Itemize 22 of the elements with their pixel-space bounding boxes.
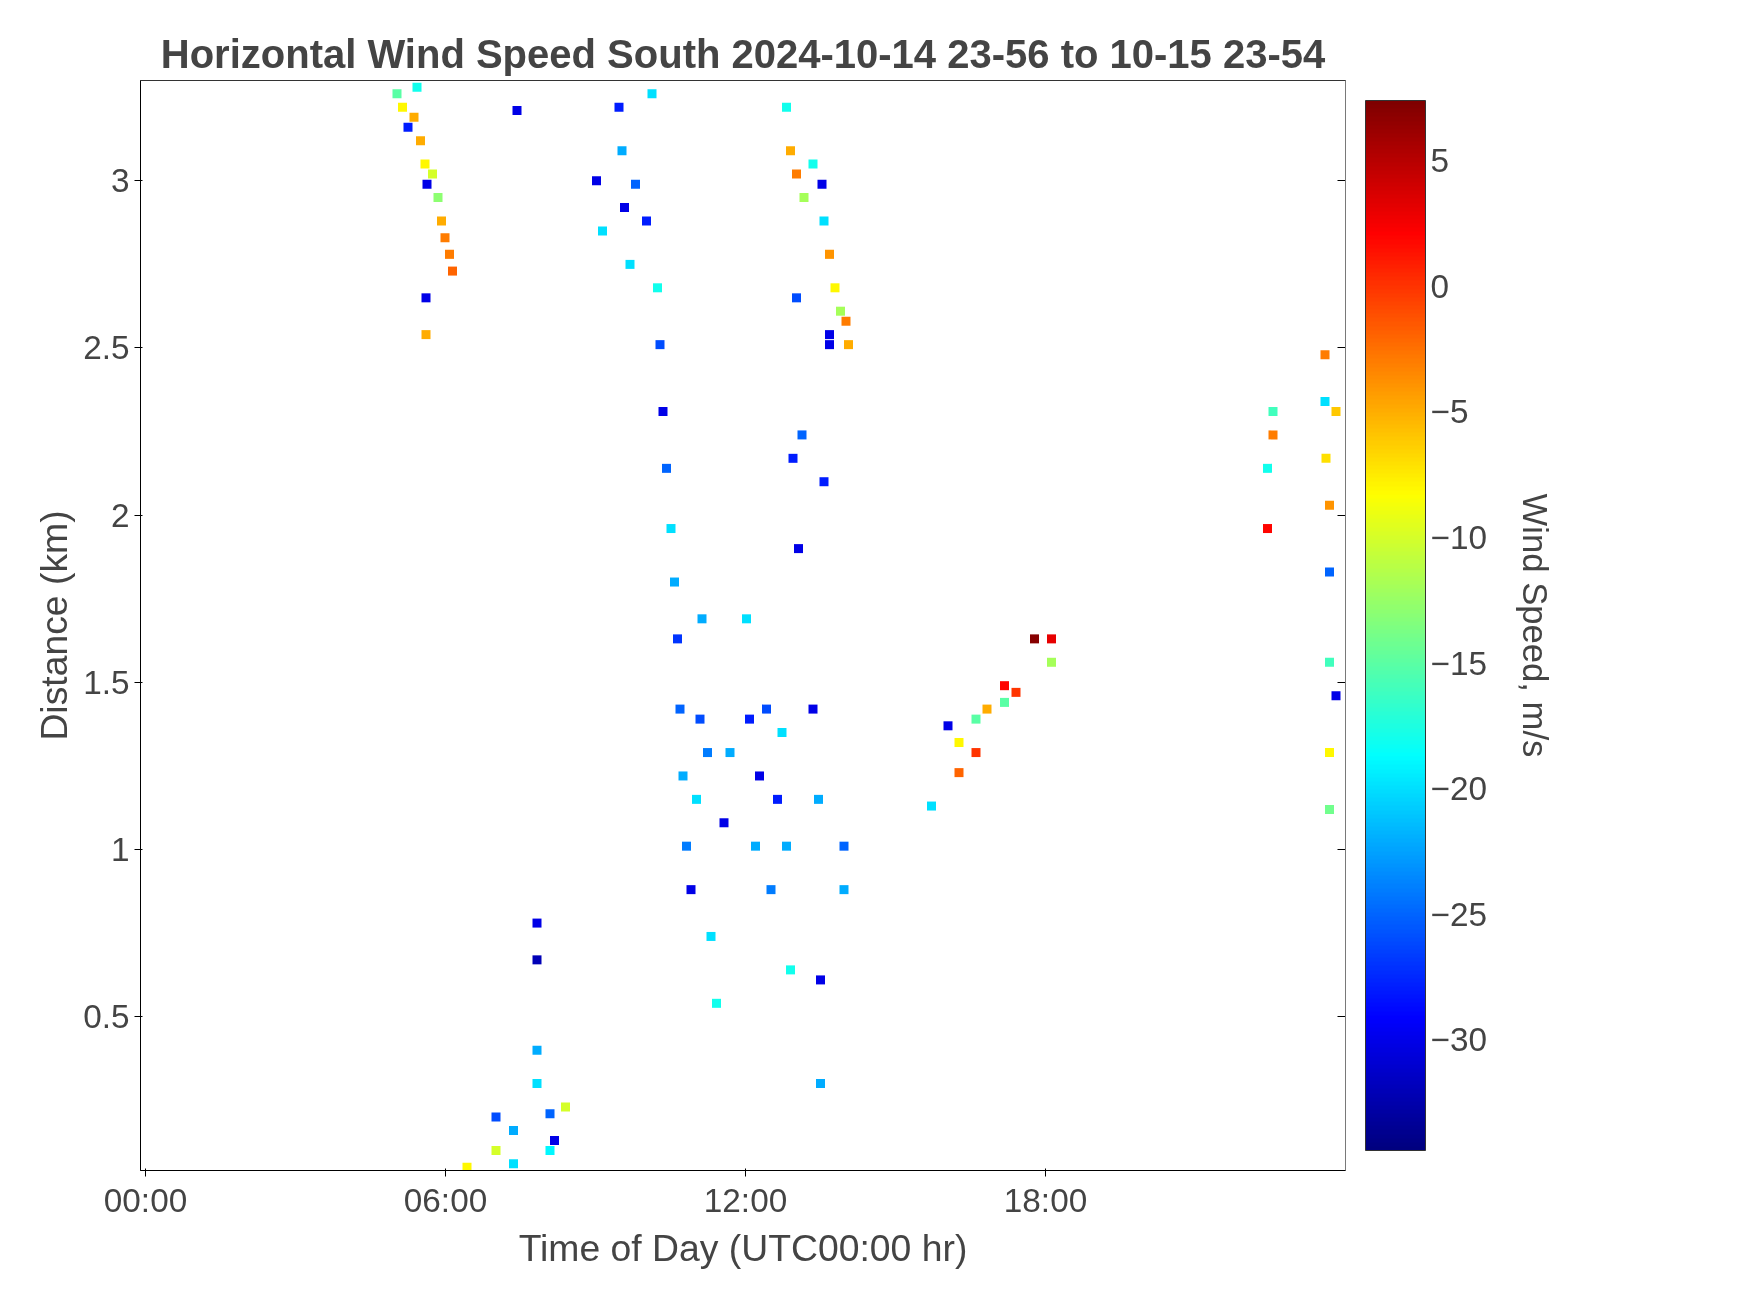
x-tick-label: 12:00: [703, 1181, 788, 1219]
x-axis-title: Time of Day (UTC00:00 hr): [518, 1226, 968, 1269]
x-tick-label: 06:00: [403, 1181, 488, 1219]
y-tick-label: 0.5: [83, 998, 130, 1036]
y-tick-label: 1: [110, 831, 130, 869]
y-tick-label: 2: [110, 496, 130, 534]
color-bar-label: −20: [1430, 770, 1488, 808]
color-bar-label: −15: [1430, 644, 1488, 682]
y-tick-label: 1.5: [83, 663, 130, 701]
y-tick-label: 2.5: [83, 329, 130, 367]
y-tick-label: 3: [110, 162, 130, 200]
chart-title: Horizontal Wind Speed South 2024-10-14 23-56 to 10-15 23-54: [160, 31, 1326, 76]
color-bar-label: −25: [1430, 895, 1488, 933]
y-axis-title: Distance (km): [33, 510, 76, 741]
color-bar-label: 5: [1430, 142, 1450, 180]
color-bar-label: −30: [1430, 1021, 1488, 1059]
x-tick-label: 18:00: [1003, 1181, 1088, 1219]
color-bar-label: 0: [1430, 267, 1450, 305]
color-bar-label: −10: [1430, 519, 1488, 557]
x-tick-label: 00:00: [103, 1181, 188, 1219]
color-bar-title: Wind Speed, m/s: [1515, 493, 1554, 758]
color-bar-label: −5: [1430, 393, 1469, 431]
